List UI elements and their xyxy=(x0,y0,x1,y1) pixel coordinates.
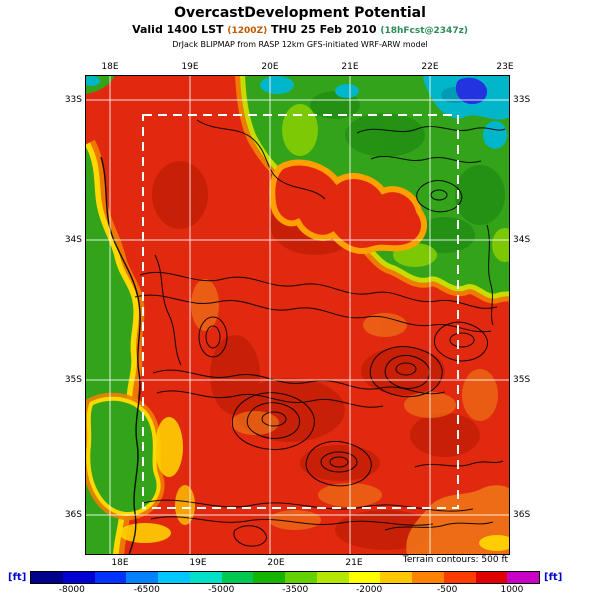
colorbar-segment xyxy=(62,572,95,583)
y-tick-right-34s: 34S xyxy=(513,235,531,245)
colorbar xyxy=(30,571,540,584)
colorbar-segment xyxy=(475,572,508,583)
forecast-run-tag: (18hFcst@2347z) xyxy=(380,26,468,36)
fill-orange-patches xyxy=(191,279,498,530)
colorbar-segment xyxy=(94,572,127,583)
colorbar-segment xyxy=(285,572,317,583)
colorbar-unit-right: [ft] xyxy=(544,572,563,583)
fill-northwest-corner xyxy=(85,75,115,94)
colorbar-segment xyxy=(412,572,444,583)
fill-red-intrusion xyxy=(269,159,428,255)
valid-date: THU 25 Feb 2010 xyxy=(271,23,377,36)
valid-zulu-time: (1200Z) xyxy=(227,26,268,36)
map-area xyxy=(85,75,510,555)
x-tick-top-20e: 20E xyxy=(261,62,279,72)
colorbar-tick: -8000 xyxy=(58,585,85,595)
valid-line: Valid 1400 LST (1200Z) THU 25 Feb 2010 (… xyxy=(0,23,600,36)
colorbar-labels: -8000 -6500 -5000 -3500 -2000 -500 1000 xyxy=(30,585,540,597)
y-tick-right-33s: 33S xyxy=(513,95,531,105)
colorbar-tick: -500 xyxy=(436,585,458,595)
model-attribution: DrJack BLIPMAP from RASP 12km GFS-initia… xyxy=(172,40,428,49)
colorbar-segment xyxy=(380,572,412,583)
colorbar-segment xyxy=(507,572,539,583)
colorbar-segment xyxy=(158,572,190,583)
x-tick-bottom-21e: 21E xyxy=(345,558,363,568)
colorbar-tick: -2000 xyxy=(356,585,383,595)
page-title: OvercastDevelopment Potential xyxy=(174,5,426,21)
colorbar-segment xyxy=(316,572,349,583)
colorbar-tick: -6500 xyxy=(133,585,160,595)
y-tick-left-34s: 34S xyxy=(64,235,82,245)
colorbar-segment xyxy=(189,572,222,583)
valid-prefix: Valid 1400 LST xyxy=(132,23,224,36)
y-tick-left-35s: 35S xyxy=(64,375,82,385)
colorbar-tick: 1000 xyxy=(500,585,524,595)
colorbar-segment xyxy=(126,572,158,583)
colorbar-segment xyxy=(253,572,285,583)
colorbar-tick: -3500 xyxy=(282,585,309,595)
map-border xyxy=(85,75,510,555)
y-tick-left-33s: 33S xyxy=(64,95,82,105)
y-tick-left-36s: 36S xyxy=(64,510,82,520)
colorbar-unit-left: [ft] xyxy=(8,572,27,583)
x-tick-top-18e: 18E xyxy=(101,62,119,72)
colorbar-segment xyxy=(221,572,254,583)
fill-blue-spot xyxy=(455,77,488,105)
colorbar-segment xyxy=(348,572,381,583)
x-tick-bottom-19e: 19E xyxy=(189,558,207,568)
terrain-contour-note: Terrain contours: 500 ft xyxy=(402,555,508,565)
colorbar-segment xyxy=(31,572,63,583)
x-tick-top-21e: 21E xyxy=(341,62,359,72)
x-tick-bottom-18e: 18E xyxy=(111,558,129,568)
map-plot xyxy=(85,75,510,555)
colorbar-segment xyxy=(443,572,476,583)
x-tick-top-23e: 23E xyxy=(496,62,514,72)
latlon-grid xyxy=(85,75,510,555)
fill-southeast-orange xyxy=(406,485,510,555)
x-tick-top-19e: 19E xyxy=(181,62,199,72)
y-tick-right-36s: 36S xyxy=(513,510,531,520)
model-domain-box xyxy=(142,114,459,509)
terrain-contours xyxy=(100,119,506,555)
x-tick-top-22e: 22E xyxy=(421,62,439,72)
colorbar-tick: -5000 xyxy=(208,585,235,595)
x-tick-bottom-20e: 20E xyxy=(267,558,285,568)
y-tick-right-35s: 35S xyxy=(513,375,531,385)
